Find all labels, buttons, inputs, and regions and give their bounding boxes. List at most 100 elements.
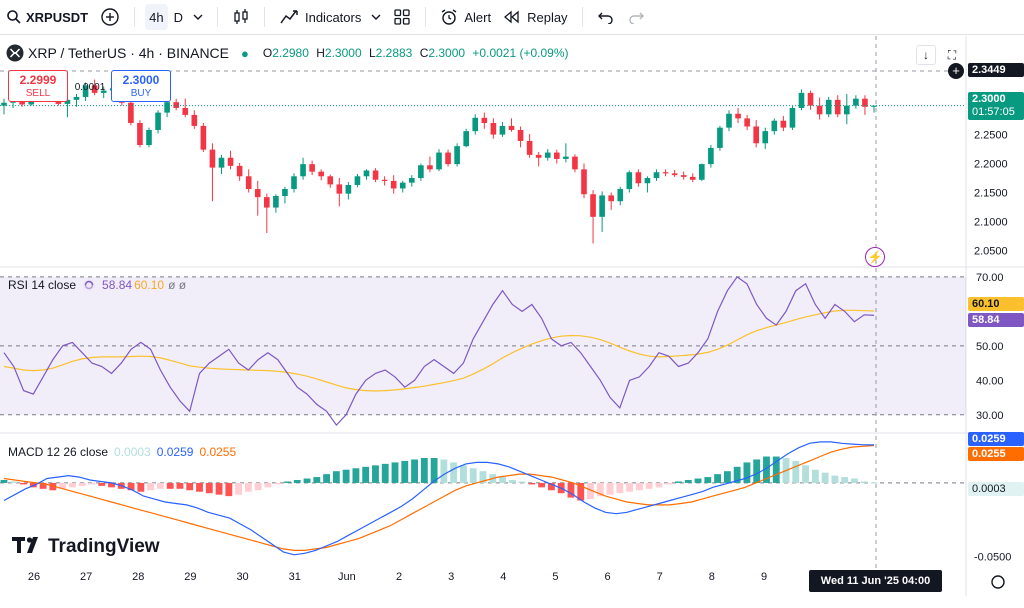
macd-hist-bar [411, 459, 418, 483]
rsi-ma-line [3, 309, 875, 392]
candle-body [844, 105, 850, 115]
indicators-button[interactable]: Indicators [273, 0, 387, 35]
chart-canvas[interactable]: 2.05002.10002.15002.20002.25002.300030.0… [0, 36, 1024, 608]
candle-body [282, 189, 288, 196]
macd-hist-bar [293, 480, 301, 483]
hist-badge: 0.0003 [968, 482, 1024, 496]
interval-d-button[interactable]: D [170, 0, 187, 35]
spread-value: 0.0001 [74, 82, 106, 93]
candle-body [807, 92, 814, 106]
symbol-search[interactable]: XRPUSDT [0, 0, 94, 35]
time-tick-label: 2 [396, 571, 402, 583]
add-alert-plus-icon[interactable]: + [948, 63, 964, 79]
macd-hist-bar [811, 469, 819, 483]
time-tick-label: 4 [500, 571, 506, 583]
candle-body [336, 184, 343, 194]
indicators-icon [279, 8, 299, 26]
chart-title[interactable]: XRP / TetherUS · 4h · BINANCE [28, 45, 229, 61]
alarm-clock-icon [440, 8, 458, 26]
candle-body [236, 165, 243, 177]
candle-body [445, 152, 451, 165]
rsi-value: 58.84 [102, 278, 133, 292]
candle-body [490, 123, 497, 135]
candle-body [354, 176, 361, 185]
macd-hist-bar [469, 468, 477, 483]
toolbar-divider [134, 7, 136, 27]
redo-button[interactable] [621, 0, 651, 35]
fullscreen-icon[interactable]: ⛶ [947, 47, 957, 62]
undo-button[interactable] [591, 0, 621, 35]
xrp-logo-icon [6, 44, 24, 62]
candle-body [254, 189, 261, 198]
candle-body [100, 90, 107, 93]
compare-button[interactable] [94, 0, 126, 35]
macd-line [3, 441, 875, 556]
macd-hist-bar [499, 477, 506, 483]
macd-hist-bar [225, 482, 233, 497]
replay-button[interactable]: Replay [497, 0, 573, 35]
open-value: 2.2980 [272, 46, 309, 60]
candle-body [381, 179, 388, 181]
macd-name: MACD 12 26 close [8, 445, 109, 459]
interval-dropdown[interactable] [187, 0, 209, 35]
macd-hist-bar [684, 480, 692, 483]
time-tick-label: 30 [236, 571, 248, 583]
undo-icon [597, 10, 615, 24]
interval-4h-button[interactable]: 4h [143, 0, 169, 35]
candle-body [526, 140, 533, 155]
macd-hist-bar [186, 482, 194, 491]
add-circle-icon [100, 7, 120, 27]
candle-body [726, 113, 732, 128]
toolbar-divider [425, 7, 427, 27]
last-price-badge: 2.3000 01:57:05 [968, 92, 1024, 120]
candle-body [73, 96, 80, 100]
candle-body [454, 146, 460, 165]
candle-body [590, 194, 596, 217]
macd-hist-bar [166, 482, 174, 489]
last-price: 2.3000 [972, 93, 1006, 105]
buy-label: BUY [130, 88, 152, 99]
candle-body [245, 176, 252, 190]
rsi-legend[interactable]: RSI 14 close 58.84 60.10 ø ø [8, 278, 186, 292]
candle-body [137, 123, 143, 146]
candle-body [300, 164, 306, 177]
candle-body [409, 178, 415, 183]
candle-body [390, 180, 397, 189]
candle-body [635, 172, 642, 184]
arrow-down-icon[interactable]: ↓ [916, 45, 936, 65]
sell-button[interactable]: 2.2999 SELL [8, 70, 68, 102]
lightning-icon[interactable]: ⚡ [865, 247, 885, 267]
macd-hist-bar [196, 482, 203, 492]
candle-body [735, 113, 741, 119]
layouts-button[interactable] [387, 0, 417, 35]
macd-legend[interactable]: MACD 12 26 close 0.0003 0.0259 0.0255 [8, 445, 236, 459]
chart-type-button[interactable] [226, 0, 256, 35]
macd-hist-bar [508, 480, 516, 483]
settings-gear-icon[interactable] [991, 575, 1005, 589]
time-tick-label: 31 [289, 571, 301, 583]
candle-body [798, 92, 805, 108]
buy-button[interactable]: 2.3000 BUY [111, 70, 171, 102]
candle-body [264, 197, 270, 208]
macd-hist-bar [78, 482, 86, 486]
rsi-ma-badge: 60.10 [968, 297, 1024, 311]
candle-body [572, 156, 578, 170]
toolbar-divider [216, 7, 218, 27]
sell-price: 2.2999 [19, 73, 57, 87]
macd-hist-bar [0, 480, 8, 483]
candle-body [834, 99, 841, 115]
candle-body [436, 152, 442, 170]
macd-signal-value: 0.0255 [199, 445, 237, 459]
symbol-name: XRPUSDT [26, 9, 89, 25]
candle-body [563, 156, 569, 159]
candle-body [64, 99, 71, 104]
buy-price: 2.3000 [122, 73, 160, 87]
macd-hist-bar [235, 482, 243, 495]
candle-body [173, 102, 179, 108]
macd-hist-bar [323, 474, 331, 483]
candle-body [535, 154, 542, 158]
macd-hist-bar [450, 462, 458, 483]
alert-button[interactable]: Alert [434, 0, 497, 35]
macd-hist-bar [10, 481, 18, 483]
candle-body [816, 105, 823, 115]
